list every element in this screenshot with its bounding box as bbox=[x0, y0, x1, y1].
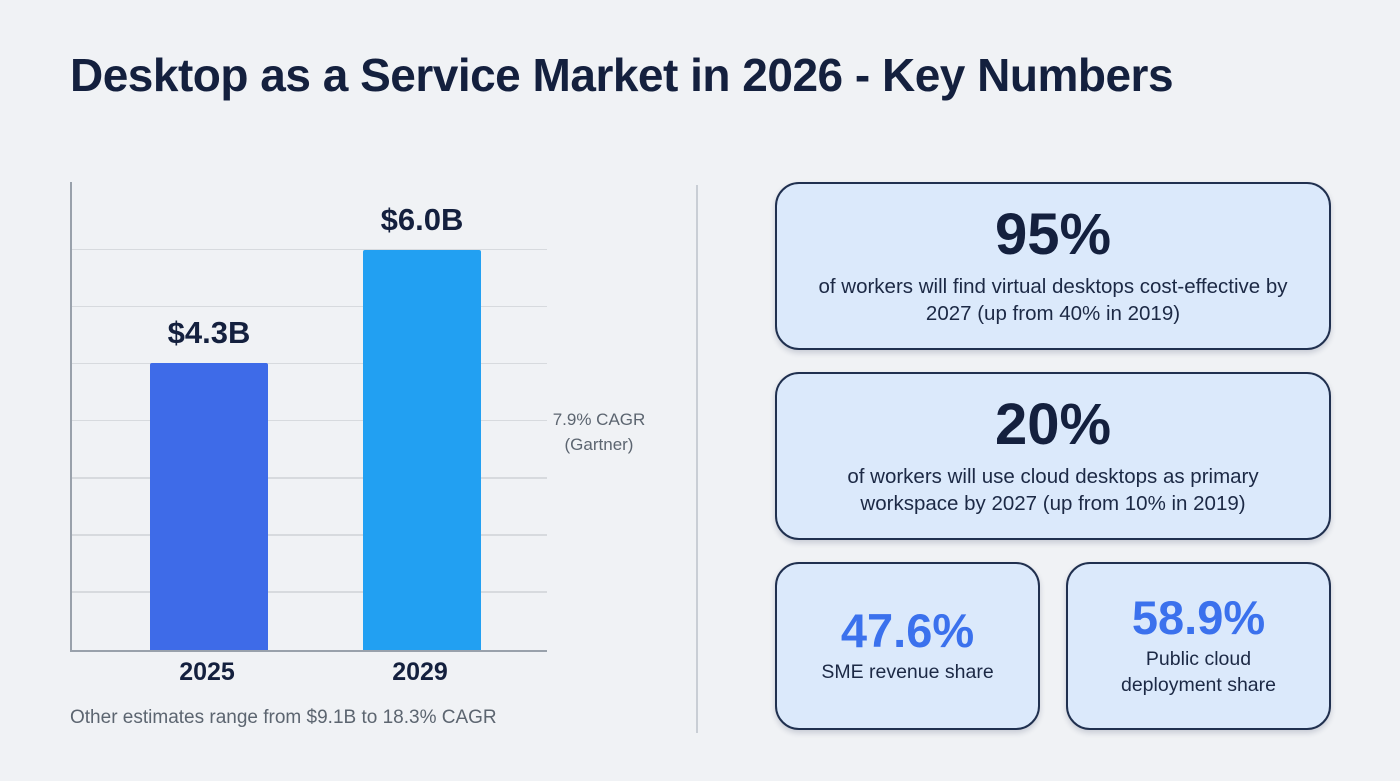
stat-value: 58.9% bbox=[1131, 590, 1266, 644]
stat-card-public-cloud: 58.9% Public cloud deployment share bbox=[1066, 562, 1331, 730]
bar-value-label-2029: $6.0B bbox=[380, 202, 464, 237]
stat-card-sme-share: 47.6% SME revenue share bbox=[775, 562, 1040, 730]
bar-group-2025: $4.3B bbox=[150, 182, 268, 650]
stat-value: 95% bbox=[994, 201, 1112, 267]
stat-description: SME revenue share bbox=[821, 661, 994, 684]
bar-2029 bbox=[363, 250, 481, 650]
cagr-annotation: 7.9% CAGR (Gartner) bbox=[552, 410, 646, 454]
stat-value: 47.6% bbox=[840, 603, 975, 657]
stat-description: of workers will use cloud desktops as pr… bbox=[847, 464, 1259, 515]
stat-description: of workers will find virtual desktops co… bbox=[818, 274, 1288, 325]
bar-value-label-2025: $4.3B bbox=[167, 315, 251, 351]
stat-card-row: 47.6% SME revenue share 58.9% Public clo… bbox=[775, 562, 1331, 730]
stat-cards: 95% of workers will find virtual desktop… bbox=[775, 182, 1331, 730]
vertical-divider bbox=[696, 185, 698, 733]
page-title: Desktop as a Service Market in 2026 - Ke… bbox=[70, 49, 1174, 101]
bar-chart: $4.3B $6.0B bbox=[70, 182, 547, 652]
chart-footnote: Other estimates range from $9.1B to 18.3… bbox=[70, 707, 497, 728]
stat-value: 20% bbox=[994, 391, 1112, 457]
stat-description: Public cloud deployment share bbox=[1120, 648, 1276, 697]
stat-card-cost-effective: 95% of workers will find virtual desktop… bbox=[775, 182, 1331, 350]
bar-2025 bbox=[150, 363, 268, 650]
x-axis-label-2029: 2029 bbox=[392, 658, 448, 686]
x-axis-label-2025: 2025 bbox=[179, 658, 235, 686]
bar-group-2029: $6.0B bbox=[363, 182, 481, 650]
stat-card-primary-workspace: 20% of workers will use cloud desktops a… bbox=[775, 372, 1331, 540]
